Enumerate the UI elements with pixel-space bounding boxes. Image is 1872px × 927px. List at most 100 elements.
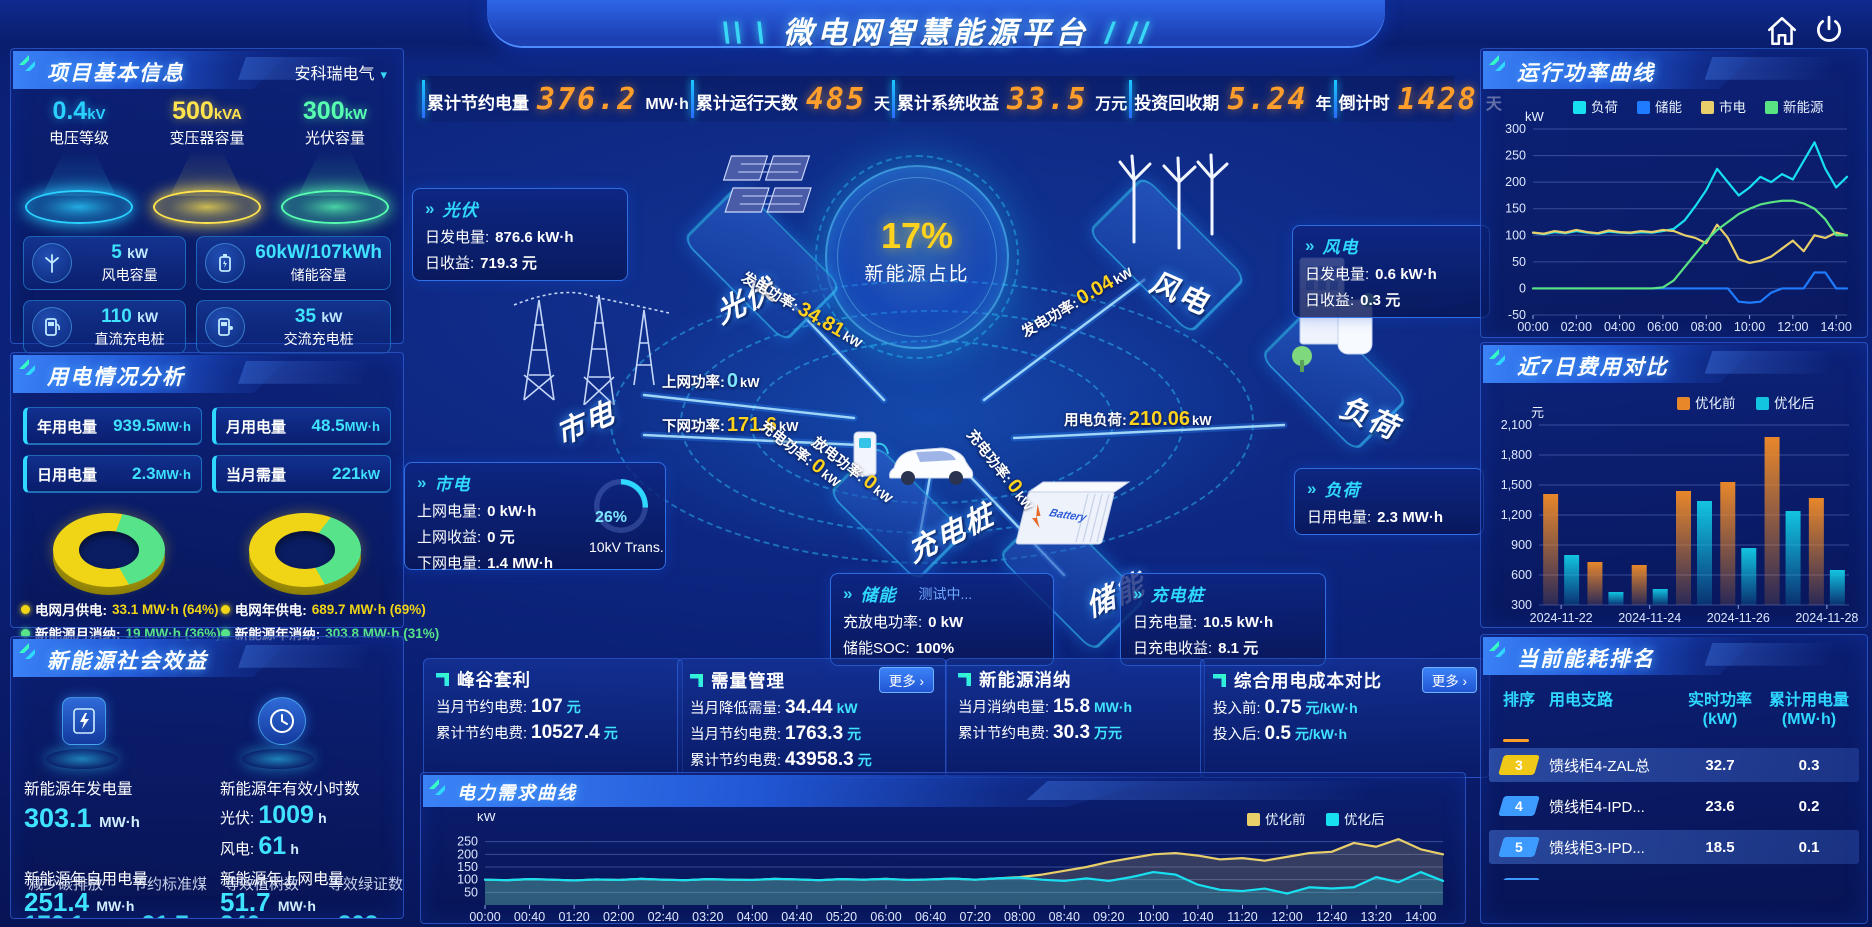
branch-name: 馈线柜4-ZAL总 <box>1549 757 1650 775</box>
legend-item-市电[interactable]: 市电 <box>1701 99 1746 115</box>
usage-月用电量: 月用电量 48.5MW·h <box>212 407 391 445</box>
panel-cost-compare-header: 近7日费用对比 <box>1483 345 1865 383</box>
benefit-label: 新能源年发电量 <box>24 781 133 798</box>
svg-text:01:20: 01:20 <box>558 910 589 924</box>
demand-curve-chart: 250 200 150 100 50 00:00 00:40 01:20 02:00 02:40 0… <box>421 809 1465 927</box>
card-新能源消纳: 新能源消纳 当月消纳电量: 15.8 MW·h 累计节约电费: 30.3 万元 <box>945 658 1205 778</box>
svg-text:100: 100 <box>1505 228 1526 242</box>
new-energy-ratio-value: 17% <box>880 215 954 256</box>
bar-2024-11-25-优化后 <box>1697 501 1712 605</box>
svg-text:02:00: 02:00 <box>603 910 634 924</box>
card-corner-icon <box>436 673 449 686</box>
home-icon[interactable] <box>1765 14 1799 48</box>
overlay-label: 等效植树数 <box>224 876 300 893</box>
card-corner-icon <box>958 673 971 686</box>
bar-2024-11-23-优化前 <box>1587 562 1603 605</box>
svg-text:300: 300 <box>1505 122 1526 136</box>
svg-text:优化前: 优化前 <box>1695 395 1736 411</box>
panel-corner-icon <box>19 643 35 659</box>
svg-text:1,800: 1,800 <box>1501 448 1532 462</box>
legend-item-负荷[interactable]: 负荷 <box>1573 100 1618 115</box>
podium-电压等级: 0.4kV 电压等级 <box>18 97 140 224</box>
panel-title: 用电情况分析 <box>47 366 185 389</box>
legend-item-优化前[interactable]: 优化前 <box>1247 811 1306 827</box>
svg-text:04:00: 04:00 <box>1604 320 1635 334</box>
svg-text:12:00: 12:00 <box>1777 320 1808 334</box>
svg-text:06:40: 06:40 <box>915 910 946 924</box>
svg-text:11:20: 11:20 <box>1227 910 1257 924</box>
branch-name: 馈线柜6-IPD <box>1549 878 1677 881</box>
benefit-hours: 新能源年有效小时数 光伏: 1009 h 风电: 61 h <box>220 693 390 861</box>
panel-power-curve: 运行功率曲线 300 250 200 150 100 50 0 -50 00:00 02:00 04… <box>1480 48 1868 338</box>
panel-power-analysis-header: 用电情况分析 <box>13 355 401 393</box>
svg-text:2024-11-26: 2024-11-26 <box>1707 611 1770 625</box>
usage-stats-grid: 年用电量 939.5MW·h 月用电量 48.5MW·h 日用电量 2.3MW·… <box>11 395 403 493</box>
ranking-col-header: 用电支路 <box>1549 692 1614 709</box>
svg-text:kW: kW <box>1525 109 1545 124</box>
branch-name: 馈线柜3-IPD... <box>1549 839 1645 857</box>
donut-row <box>11 507 403 595</box>
stats-divider <box>1333 80 1337 118</box>
svg-text:03:20: 03:20 <box>692 910 723 924</box>
card-stat: 累计节约电费: 10527.4 元 <box>436 722 618 743</box>
panel-energy-ranking-header: 当前能耗排名 <box>1483 637 1865 675</box>
svg-text:02:40: 02:40 <box>648 910 679 924</box>
transformer-value: 26% <box>595 509 628 526</box>
chevron-icon <box>417 474 426 491</box>
svg-text:200: 200 <box>457 847 478 861</box>
power-towers-icon <box>513 291 670 405</box>
power-icon[interactable] <box>1812 14 1846 48</box>
panel-corner-icon <box>1489 641 1505 657</box>
new-energy-ratio-label: 新能源占比 <box>864 264 970 285</box>
new-energy-ratio-sphere: 17% 新能源占比 <box>815 155 1019 359</box>
benefit-label: 新能源年自用电量 <box>24 871 149 888</box>
ranking-col-header: 实时功率 (kW) <box>1687 692 1752 729</box>
svg-text:05:20: 05:20 <box>826 910 857 924</box>
panel-title: 近7日费用对比 <box>1517 356 1669 379</box>
legend-item-新能源[interactable]: 新能源 <box>1765 100 1824 115</box>
ranking-row[interactable]: 4 馈线柜4-IPD... 23.6 0.2 <box>1489 789 1859 823</box>
panel-cost-compare: 近7日费用对比 300 600 900 1,200 1,500 1,800 2,100 元 20… <box>1480 342 1868 628</box>
top-stat: 倒计时1428天 <box>1338 81 1502 117</box>
wind-info-box: 风电 日发电量:0.6 kW·h 日收益:0.3 元 <box>1292 225 1490 318</box>
usage-日用电量: 日用电量 2.3MW·h <box>23 455 202 493</box>
panel-energy-ranking: 当前能耗排名 排序 用电支路 实时功率 (kW) 累计用电量 (MW·h) 3 馈线柜4-… <box>1480 634 1868 924</box>
svg-text:新能源: 新能源 <box>1783 100 1824 115</box>
bar-2024-11-27-优化前 <box>1764 437 1780 605</box>
chevron-icon <box>1305 237 1314 254</box>
usage-年用电量: 年用电量 939.5MW·h <box>23 407 202 445</box>
benefit-label: 新能源年上网电量 <box>220 871 345 888</box>
card-stat: 投入后: 0.5 元/kW·h <box>1213 723 1348 744</box>
card-需量管理: 需量管理更多当月降低需量:34.44kW当月节约电费:1763.3元累计节约电费… <box>677 658 947 778</box>
total-energy: 0.1 <box>1798 838 1820 856</box>
stats-divider <box>892 80 896 118</box>
solar-energy-icon <box>62 697 106 745</box>
company-dropdown[interactable]: 安科瑞电气 <box>294 60 387 84</box>
bar-2024-11-24-优化前 <box>1631 565 1647 605</box>
more-button[interactable]: 更多 <box>878 667 934 693</box>
ranking-rows: 3 馈线柜4-ZAL总 32.7 0.3 4 馈线柜4-IPD... 23.6 … <box>1481 742 1867 881</box>
legend-item-优化前[interactable]: 优化前 <box>1677 395 1736 411</box>
top-stats-bar: 累计节约电量 376.2 MW·h 累计运行天数 485 天 累计系统收益 33.5 万元 … <box>420 76 1502 122</box>
bar-2024-11-22-优化前 <box>1543 494 1559 605</box>
svg-text:Battery: Battery <box>1047 507 1088 524</box>
chevron-icon <box>1133 585 1142 602</box>
flow-grid-down: 下网功率: 171.6 kW <box>662 414 799 436</box>
legend-item-优化后[interactable]: 优化后 <box>1326 812 1385 827</box>
ranking-row[interactable]: 3 馈线柜4-ZAL总 32.7 0.3 <box>1489 748 1859 783</box>
legend-item-储能[interactable]: 储能 <box>1637 100 1682 115</box>
ranking-col-header: 累计用电量 (MW·h) <box>1768 692 1849 729</box>
chevron-icon <box>843 585 852 602</box>
ranking-row[interactable]: 5 馈线柜3-IPD... 18.5 0.1 <box>1489 830 1859 865</box>
total-energy: 0.2 <box>1798 797 1820 815</box>
more-button[interactable]: 更多 <box>1421 667 1477 693</box>
ranking-row[interactable]: 6 馈线柜6-IPD 22.7 0.1 <box>1489 871 1859 881</box>
legend-item-优化后[interactable]: 优化后 <box>1756 396 1815 411</box>
svg-text:2024-11-28: 2024-11-28 <box>1795 611 1858 625</box>
chevron-icon <box>1307 480 1316 497</box>
panel-project-info: 项目基本信息 安科瑞电气 0.4kV 电压等级 500kVA 变压器容量 300… <box>10 48 404 354</box>
svg-text:50: 50 <box>464 885 478 899</box>
total-energy: 0.1 <box>1763 880 1855 881</box>
